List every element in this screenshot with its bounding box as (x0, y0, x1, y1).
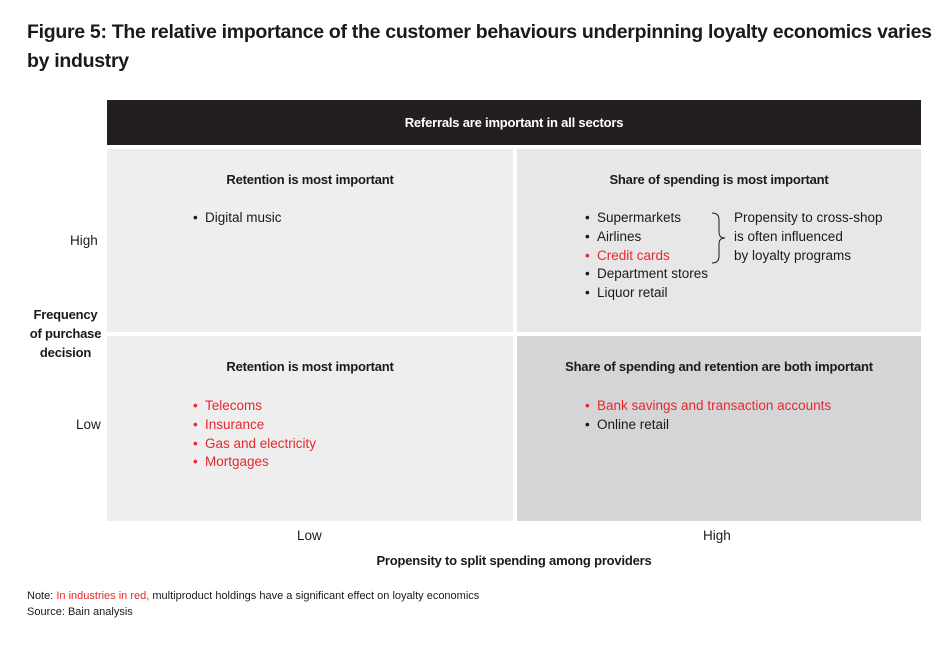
industry-label: Supermarkets (597, 210, 682, 225)
bullet-icon: • (585, 228, 590, 244)
industry-label: Digital music (205, 210, 282, 225)
industry-label: Bank savings and transaction accounts (597, 398, 832, 413)
industry-label: Gas and electricity (205, 435, 317, 451)
note-highlight: In industries in red, (56, 590, 150, 602)
industry-item: • Credit cards (585, 247, 708, 266)
note-rest: multiproduct holdings have a significant… (149, 590, 480, 602)
industry-item: • Liquor retail (585, 284, 708, 303)
bullet-icon: • (193, 210, 198, 225)
industry-item: • Supermarkets (585, 209, 708, 228)
note-line: Note: In industries in red, multiproduct… (27, 588, 479, 604)
y-axis-title-line: decision (39, 345, 92, 360)
industry-label: Mortgages (205, 454, 269, 470)
industry-item: • Online retail (585, 416, 831, 435)
industry-list: • Digital music (193, 209, 282, 228)
x-tick-high: High (703, 528, 731, 543)
cross-shop-note-line: is often influenced (734, 228, 843, 244)
industry-label: Online retail (597, 416, 670, 432)
y-tick-low: Low (76, 417, 101, 432)
cross-shop-note-line: by loyalty programs (734, 247, 852, 263)
quadrant-heading: Share of spending is most important (609, 172, 829, 187)
bullet-icon: • (193, 398, 198, 413)
industry-label: Credit cards (597, 247, 670, 263)
industry-item: • Digital music (193, 209, 282, 228)
industry-item: • Department stores (585, 265, 708, 284)
source-line: Source: Bain analysis (27, 606, 133, 618)
bullet-icon: • (193, 435, 198, 451)
quadrant-high-frequency-low-split: Retention is most important • Digital mus… (107, 149, 513, 332)
quadrant-heading: Retention is most important (226, 359, 394, 374)
cross-shop-note: Propensity to cross-shop is often influe… (734, 209, 914, 265)
bullet-icon: • (585, 285, 590, 301)
quadrant-high-frequency-high-split: Share of spending is most important • Sup… (517, 149, 921, 332)
bullet-icon: • (585, 398, 590, 413)
industry-item: • Mortgages (193, 453, 316, 472)
x-tick-low: Low (297, 528, 322, 543)
bullet-icon: • (585, 416, 590, 432)
industry-item: • Insurance (193, 416, 316, 435)
industry-label: Insurance (205, 416, 265, 432)
industry-list: • Supermarkets • Airlines • Credit cards • Depa… (585, 209, 708, 303)
figure-title: Figure 5: The relative importance of the… (27, 21, 932, 72)
note-prefix: Note: (27, 590, 57, 602)
industry-label: Department stores (597, 266, 709, 282)
referrals-banner: Referrals are important in all sectors (107, 100, 921, 145)
industry-item: • Gas and electricity (193, 435, 316, 454)
cross-shop-note-line: Propensity to cross-shop (734, 210, 883, 225)
industry-item: • Bank savings and transaction accounts (585, 397, 831, 416)
banner-text: Referrals are important in all sectors (404, 115, 624, 130)
bullet-icon: • (585, 210, 590, 225)
quadrant-heading: Share of spending and retention are both… (565, 359, 873, 374)
figure-note: Note: In industries in red, multiproduct… (27, 588, 479, 620)
industry-label: Liquor retail (597, 285, 668, 301)
quadrant-heading: Retention is most important (226, 172, 394, 187)
quadrant-low-frequency-low-split: Retention is most important • Telecoms • In… (107, 336, 513, 521)
industry-item: • Telecoms (193, 397, 316, 416)
industry-label: Telecoms (205, 398, 263, 413)
industry-label: Airlines (597, 228, 642, 244)
bullet-icon: • (585, 266, 590, 282)
industry-item: • Airlines (585, 228, 708, 247)
y-axis-title-line: of purchase (29, 326, 102, 341)
y-tick-high: High (70, 233, 98, 248)
industry-list: • Bank savings and transaction accounts • O… (585, 397, 831, 435)
quadrant-low-frequency-high-split: Share of spending and retention are both… (517, 336, 921, 521)
y-axis-title-line: Frequency (33, 307, 98, 322)
bullet-icon: • (193, 416, 198, 432)
bullet-icon: • (193, 454, 198, 470)
y-axis-title: Frequency of purchase decision (18, 305, 113, 362)
bullet-icon: • (585, 247, 590, 263)
industry-list: • Telecoms • Insurance • Gas and electricity •… (193, 397, 316, 472)
brace-icon (711, 212, 726, 264)
x-axis-title: Propensity to split spending among provi… (376, 553, 652, 568)
